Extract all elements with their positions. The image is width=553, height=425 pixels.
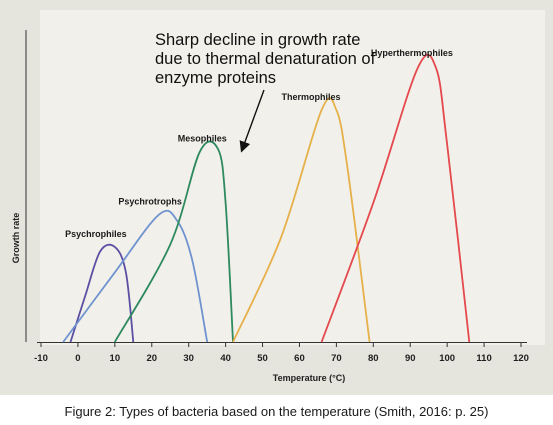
x-tick-label: 30: [183, 353, 194, 364]
annotation-line: enzyme proteins: [155, 69, 276, 87]
x-tick-label: 40: [220, 353, 231, 364]
annotation-line: Sharp decline in growth rate: [155, 31, 360, 49]
growth-rate-chart: -10 0 10 20 30 40 50 60 70 80 90 100 110 120 Temperatu…: [0, 0, 553, 395]
annotation-line: due to thermal denaturation of: [155, 50, 376, 68]
series-label-mesophiles: Mesophiles: [178, 133, 227, 143]
x-tick-label: 110: [476, 353, 491, 364]
series-line-thermophiles: [232, 97, 371, 343]
series-label-hyperthermophiles: Hyperthermophiles: [371, 48, 453, 58]
series-label-psychrotrophs: Psychrotrophs: [118, 196, 182, 206]
plot-background: [40, 10, 545, 345]
x-tick-label: 80: [368, 353, 379, 364]
x-tick-label: 100: [439, 353, 455, 364]
x-tick-label: -10: [34, 353, 48, 364]
annotation-arrow: [239, 89, 265, 153]
x-tick-label: 0: [75, 353, 80, 364]
x-tick-label: 90: [405, 353, 416, 364]
series-line-psychrophiles: [69, 243, 135, 343]
x-tick-label: 60: [294, 353, 305, 364]
series-line-hyperthermophiles: [320, 54, 471, 343]
series-line-mesophiles: [114, 140, 234, 343]
x-tick-label: 10: [110, 353, 121, 364]
x-tick-label: 50: [257, 353, 268, 364]
x-tick-label: 20: [146, 353, 157, 364]
series-line-psychrotrophs: [62, 209, 209, 343]
x-axis-title: Temperature (°C): [273, 373, 345, 383]
y-axis-title: Growth rate: [11, 213, 21, 264]
x-tick-label: 120: [513, 353, 529, 364]
figure-caption: Figure 2: Types of bacteria based on the…: [64, 404, 489, 419]
series-label-psychrophiles: Psychrophiles: [65, 229, 127, 239]
x-tick-label: 70: [331, 353, 342, 364]
series-label-thermophiles: Thermophiles: [281, 92, 340, 102]
